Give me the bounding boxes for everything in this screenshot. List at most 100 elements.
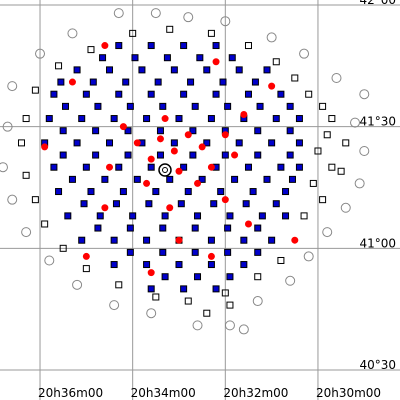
point xyxy=(207,252,215,260)
point xyxy=(212,90,220,98)
point xyxy=(41,220,49,228)
point xyxy=(207,236,215,244)
point xyxy=(254,248,262,256)
point xyxy=(2,121,13,132)
point xyxy=(99,54,107,62)
point xyxy=(115,90,123,98)
point xyxy=(194,273,202,281)
point xyxy=(175,167,183,175)
point xyxy=(73,66,81,74)
point xyxy=(305,90,313,98)
point xyxy=(226,273,234,281)
point xyxy=(87,46,95,54)
point xyxy=(31,86,39,94)
point xyxy=(55,62,63,70)
point xyxy=(106,139,114,147)
point xyxy=(268,236,276,244)
point xyxy=(322,227,333,238)
point xyxy=(282,188,290,196)
point xyxy=(240,236,248,244)
point xyxy=(159,248,167,256)
point xyxy=(191,102,199,110)
point xyxy=(68,78,76,86)
point xyxy=(119,123,127,131)
labels: 20h36m00 20h34m00 20h32m00 20h30m00 40°30 41°… xyxy=(38,0,396,400)
point xyxy=(147,163,155,171)
point xyxy=(226,212,234,220)
point xyxy=(184,297,192,305)
point xyxy=(286,151,294,159)
point xyxy=(277,256,285,264)
point xyxy=(235,139,243,147)
point xyxy=(242,200,250,208)
x-tick-label: 20h32m00 xyxy=(223,386,288,400)
point xyxy=(156,135,164,143)
point xyxy=(254,224,262,232)
point xyxy=(224,102,232,110)
point xyxy=(207,261,215,269)
point xyxy=(224,224,232,232)
point xyxy=(68,175,76,183)
point xyxy=(170,66,178,74)
point xyxy=(319,196,327,204)
point xyxy=(251,78,259,86)
point xyxy=(221,131,229,139)
point xyxy=(143,179,151,187)
point xyxy=(249,188,257,196)
point xyxy=(217,188,225,196)
y-tick-label: 40°30 xyxy=(359,358,396,372)
point xyxy=(277,90,285,98)
point xyxy=(266,32,277,43)
point xyxy=(59,151,67,159)
point xyxy=(94,224,102,232)
point xyxy=(101,175,109,183)
point xyxy=(244,220,252,228)
point xyxy=(244,163,252,171)
point xyxy=(87,188,95,196)
point xyxy=(244,90,252,98)
point xyxy=(22,115,30,123)
point xyxy=(106,66,114,74)
point xyxy=(235,66,243,74)
point xyxy=(115,163,123,171)
point xyxy=(183,12,194,23)
point xyxy=(342,139,350,147)
point xyxy=(73,139,81,147)
point xyxy=(44,255,55,266)
point xyxy=(110,115,118,123)
point xyxy=(124,127,132,135)
point xyxy=(194,179,202,187)
point xyxy=(295,163,303,171)
point xyxy=(96,212,104,220)
point xyxy=(170,147,178,155)
point xyxy=(240,261,248,269)
point xyxy=(177,200,185,208)
point xyxy=(17,139,25,147)
point xyxy=(194,212,202,220)
point xyxy=(82,90,90,98)
point xyxy=(146,308,157,319)
point xyxy=(359,145,370,156)
point xyxy=(244,42,252,50)
point xyxy=(145,200,153,208)
point xyxy=(286,102,294,110)
point xyxy=(161,212,169,220)
point xyxy=(340,202,351,213)
point xyxy=(22,171,30,179)
point xyxy=(82,265,90,273)
point xyxy=(282,212,290,220)
point xyxy=(350,117,361,128)
point xyxy=(254,151,262,159)
point xyxy=(272,58,280,66)
point xyxy=(359,89,370,100)
point xyxy=(238,324,249,335)
point xyxy=(57,78,65,86)
point xyxy=(224,248,232,256)
y-tick-label: 41°30 xyxy=(359,115,396,129)
point xyxy=(110,236,118,244)
point xyxy=(92,127,100,135)
point xyxy=(212,58,220,66)
point xyxy=(231,151,239,159)
point xyxy=(189,151,197,159)
point xyxy=(7,194,18,205)
